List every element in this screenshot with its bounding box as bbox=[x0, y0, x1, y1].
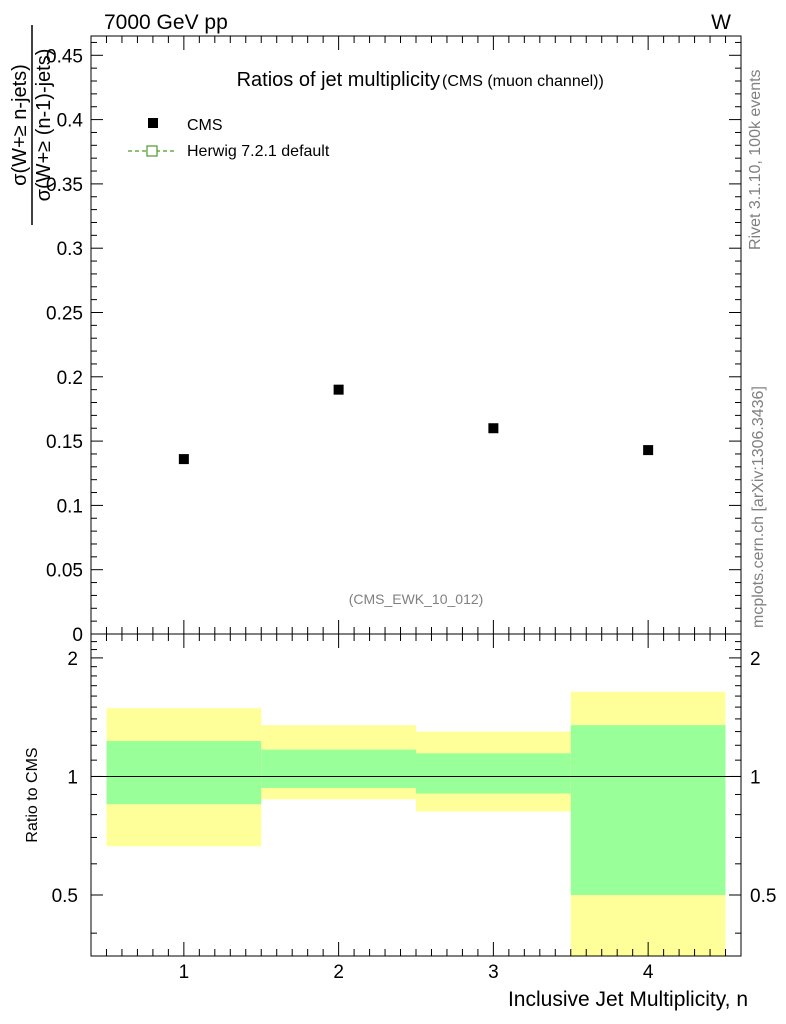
cms-point bbox=[488, 423, 499, 434]
main-y-tick-label: 0.3 bbox=[57, 239, 83, 260]
stat-uncertainty-band bbox=[416, 753, 571, 794]
chart-subtitle: (CMS (muon channel)) bbox=[442, 73, 604, 90]
cms-point bbox=[643, 445, 654, 456]
x-axis-label: Inclusive Jet Multiplicity, n bbox=[508, 988, 748, 1011]
ratio-uncertainty-bands bbox=[106, 691, 726, 956]
analysis-id-label: (CMS_EWK_10_012) bbox=[349, 591, 484, 607]
main-y-tick-label: 0.45 bbox=[46, 46, 83, 67]
main-y-tick-label: 0.35 bbox=[46, 175, 83, 196]
mcplots-source-label: mcplots.cern.ch [arXiv:1306.3436] bbox=[750, 386, 767, 628]
ratio-y-tick-label-right: 1 bbox=[750, 767, 761, 788]
y-label-numerator: σ(W+≥ n-jets) bbox=[9, 64, 31, 186]
main-y-tick-label: 0 bbox=[72, 625, 83, 646]
stat-uncertainty-band bbox=[106, 741, 262, 805]
y-label-denominator: σ(W+≥ (n-1)-jets) bbox=[33, 49, 55, 202]
cms-point bbox=[333, 384, 344, 395]
main-y-tick-label: 0.4 bbox=[57, 111, 84, 132]
main-y-tick-label: 0.15 bbox=[46, 432, 83, 453]
legend-herwig-label: Herwig 7.2.1 default bbox=[187, 143, 330, 160]
x-tick-label: 1 bbox=[179, 962, 190, 983]
rivet-version-label: Rivet 3.1.10, 100k events bbox=[747, 69, 764, 250]
legend: CMS Herwig 7.2.1 default bbox=[128, 117, 330, 160]
ratio-y-tick-label: 0.5 bbox=[52, 886, 78, 907]
energy-label: 7000 GeV pp bbox=[104, 11, 228, 34]
ratio-y-tick-label: 1 bbox=[67, 767, 78, 788]
x-tick-label: 4 bbox=[643, 962, 654, 983]
chart-title: Ratios of jet multiplicity bbox=[237, 69, 440, 91]
ratio-y-tick-label-right: 2 bbox=[750, 649, 761, 670]
process-label: W bbox=[711, 11, 731, 34]
main-y-tick-label: 0.25 bbox=[46, 303, 83, 324]
legend-cms-marker bbox=[148, 118, 158, 128]
ratio-y-axis-label: Ratio to CMS bbox=[24, 747, 41, 842]
legend-herwig-marker bbox=[146, 145, 158, 157]
main-y-tick-label: 0.2 bbox=[57, 368, 83, 389]
x-tick-label: 3 bbox=[488, 962, 499, 983]
main-y-axis: 0 0.05 0.1 0.15 0.2 0.25 0.3 0.35 0.4 0.45 bbox=[46, 41, 741, 646]
legend-cms-label: CMS bbox=[187, 117, 223, 134]
main-y-tick-label: 0.05 bbox=[46, 561, 83, 582]
main-y-tick-label: 0.1 bbox=[57, 496, 83, 517]
cms-data-points bbox=[178, 384, 654, 465]
x-tick-label: 2 bbox=[333, 962, 344, 983]
ratio-y-axis: 0.5 0.5 1 1 2 2 bbox=[52, 641, 776, 934]
main-y-axis-label: σ(W+≥ n-jets) σ(W+≥ (n-1)-jets) bbox=[9, 25, 55, 225]
stat-uncertainty-band bbox=[570, 725, 726, 895]
ratio-y-tick-label-right: 0.5 bbox=[750, 886, 776, 907]
ratio-y-tick-label: 2 bbox=[67, 649, 78, 670]
x-axis: 1 2 3 4 bbox=[105, 36, 727, 983]
cms-point bbox=[178, 454, 189, 465]
stat-uncertainty-band bbox=[261, 749, 416, 788]
